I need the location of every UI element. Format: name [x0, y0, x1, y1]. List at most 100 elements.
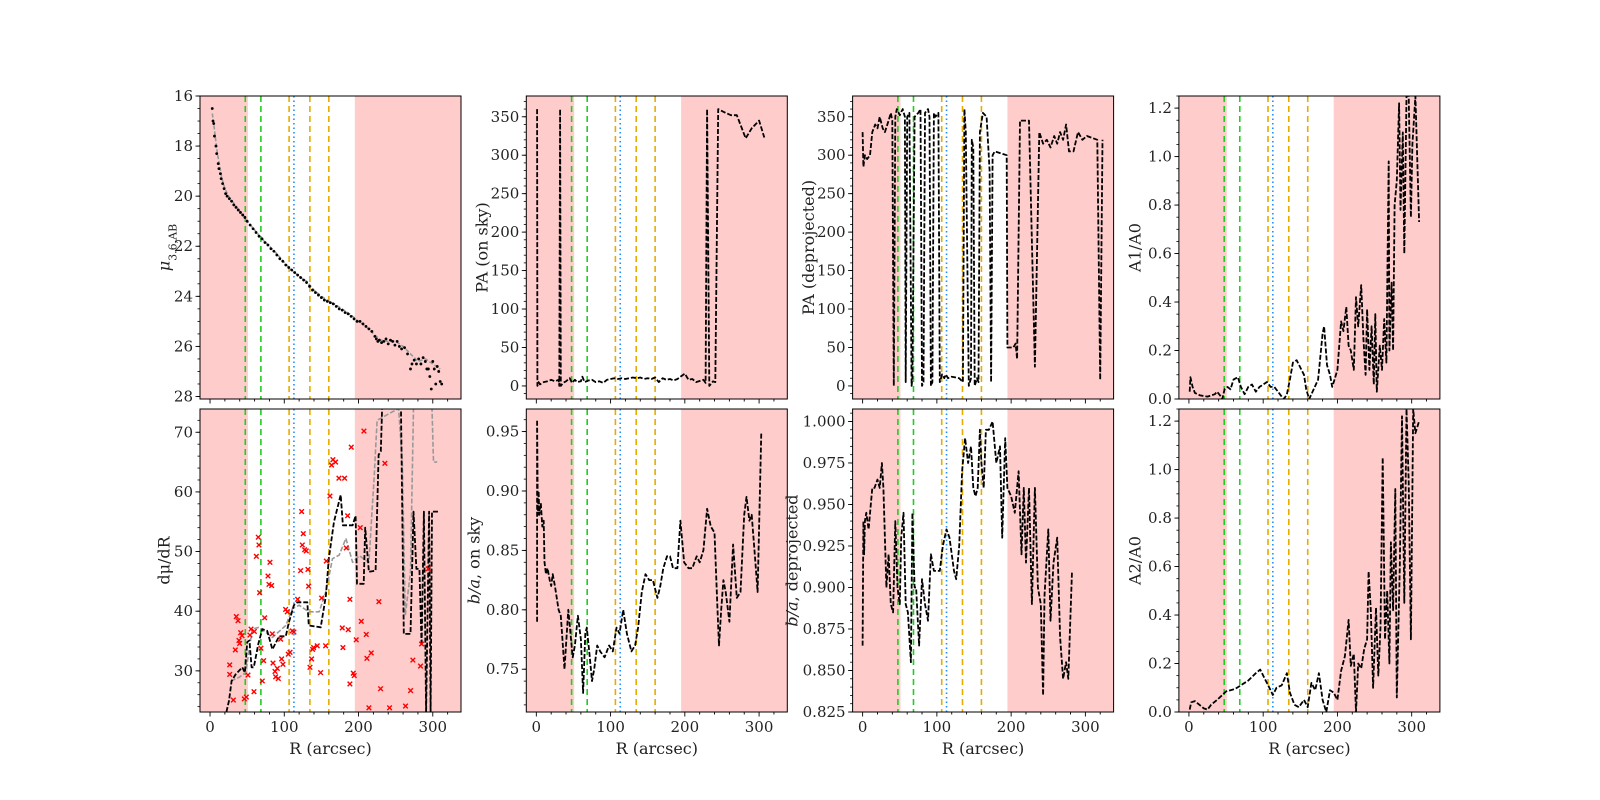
x-marker — [294, 596, 301, 603]
y-axis-label-main: b/a — [465, 579, 484, 604]
x-tick-label: 100 — [270, 718, 299, 736]
data-point — [284, 263, 288, 267]
a2-line — [1188, 409, 1420, 712]
x-marker — [278, 656, 285, 662]
panel-a2-a0: 0 100 200 300 R (arcsec) 0.0 0.2 0.4 0.6 0.8 1.0 1.… — [1125, 408, 1441, 758]
data-point — [251, 227, 255, 231]
y-tick-label: 22 — [174, 237, 193, 255]
panel-surface-brightness: 16 18 20 22 24 26 28 μ3.6,AB — [155, 87, 462, 405]
x-marker — [332, 459, 339, 465]
excluded-region-shade — [852, 409, 901, 712]
data-point — [337, 307, 341, 311]
y-tick-label: 26 — [174, 337, 193, 355]
panel-ba-deprojected: 0 100 200 300 R (arcsec) 0.825 0.850 0.875 0.900… — [783, 408, 1115, 758]
x-marker — [336, 475, 342, 481]
x-marker — [287, 649, 293, 656]
axes-frame — [852, 408, 1115, 713]
y-axis-label-subscript: 3.6,AB — [166, 224, 179, 261]
x-marker — [327, 493, 333, 499]
y-axis-label-main: b/a — [783, 601, 802, 626]
data-point — [236, 208, 240, 212]
y-tick-label: 300 — [817, 146, 846, 164]
x-marker — [340, 644, 346, 651]
plot-area — [200, 96, 461, 399]
excluded-region-shade — [200, 409, 248, 712]
data-point — [367, 327, 371, 331]
x-tick-label: 300 — [1397, 718, 1426, 736]
excluded-region-shade — [681, 96, 788, 399]
data-point — [320, 296, 323, 299]
x-marker — [270, 660, 276, 666]
data-point — [293, 271, 297, 274]
data-point — [434, 382, 438, 386]
data-point — [431, 360, 435, 363]
y-tick-label: 0.925 — [803, 537, 846, 555]
plot-area — [1178, 409, 1440, 712]
data-point — [412, 358, 416, 362]
data-point — [215, 152, 219, 155]
data-point — [317, 293, 320, 297]
x-marker — [236, 640, 243, 647]
data-point — [217, 167, 221, 171]
x-marker — [402, 703, 409, 709]
data-point — [343, 311, 347, 315]
data-point — [308, 284, 311, 288]
excluded-region-shade — [1333, 409, 1440, 712]
data-point — [257, 234, 261, 238]
axes-frame — [199, 408, 462, 713]
y-axis-label: PA (deprojected) — [799, 180, 818, 315]
y-axis-label: b/a, on sky — [465, 517, 484, 604]
x-marker — [300, 530, 307, 537]
data-point — [393, 343, 397, 347]
data-point — [370, 329, 374, 333]
x-axis-label: R (arcsec) — [1268, 739, 1350, 758]
y-axis-label-main: PA (deprojected) — [799, 180, 818, 315]
data-point — [428, 375, 432, 378]
data-point — [248, 223, 252, 227]
x-marker — [425, 566, 431, 572]
x-marker — [298, 508, 305, 515]
data-point — [325, 299, 329, 303]
data-point — [349, 314, 353, 318]
y-axis-label-main: dμ/dR — [155, 535, 174, 584]
x-marker — [347, 681, 353, 687]
panel-dmu-dr: 0 100 200 300 R (arcsec) 30 40 50 60 70 dμ/dR — [155, 408, 462, 758]
x-marker — [291, 629, 297, 635]
x-tick-label: 300 — [745, 718, 774, 736]
x-marker — [274, 665, 281, 672]
y-axis-label: PA (on sky) — [473, 202, 492, 292]
plot-area — [852, 409, 1114, 712]
x-marker — [226, 662, 233, 668]
excluded-region-shade — [526, 96, 575, 399]
y-tick-label: 0.0 — [1148, 390, 1172, 408]
data-point — [222, 187, 226, 191]
y-axis-label-main: A1/A0 — [1125, 223, 1144, 273]
excluded-region-shade — [1178, 409, 1227, 712]
x-marker — [277, 636, 284, 643]
excluded-region-shade — [1007, 409, 1114, 712]
data-point — [314, 291, 317, 294]
excluded-region-shade — [681, 409, 788, 712]
a1-line — [1188, 96, 1420, 399]
y-tick-label: 50 — [174, 543, 193, 561]
x-marker — [303, 548, 310, 554]
data-point — [210, 107, 214, 110]
data-point — [395, 340, 399, 343]
ba-sky-line — [536, 418, 763, 694]
data-point — [225, 194, 229, 198]
x-tick-label: 300 — [1071, 718, 1100, 736]
x-tick-label: 300 — [418, 718, 447, 736]
data-point — [254, 231, 258, 234]
data-point — [432, 367, 436, 371]
data-point — [373, 334, 377, 338]
plot-area — [1178, 96, 1440, 399]
x-tick-label: 100 — [923, 718, 952, 736]
y-axis-label-suffix: , deprojected — [783, 494, 802, 601]
panel-a1-a0: 0.0 0.2 0.4 0.6 0.8 1.0 1.2 A1/A0 — [1125, 95, 1441, 408]
y-tick-label: 0.6 — [1148, 558, 1172, 576]
data-point — [377, 338, 381, 342]
x-marker — [269, 631, 276, 637]
y-axis-label-main: μ — [155, 261, 174, 271]
data-point — [419, 362, 423, 366]
